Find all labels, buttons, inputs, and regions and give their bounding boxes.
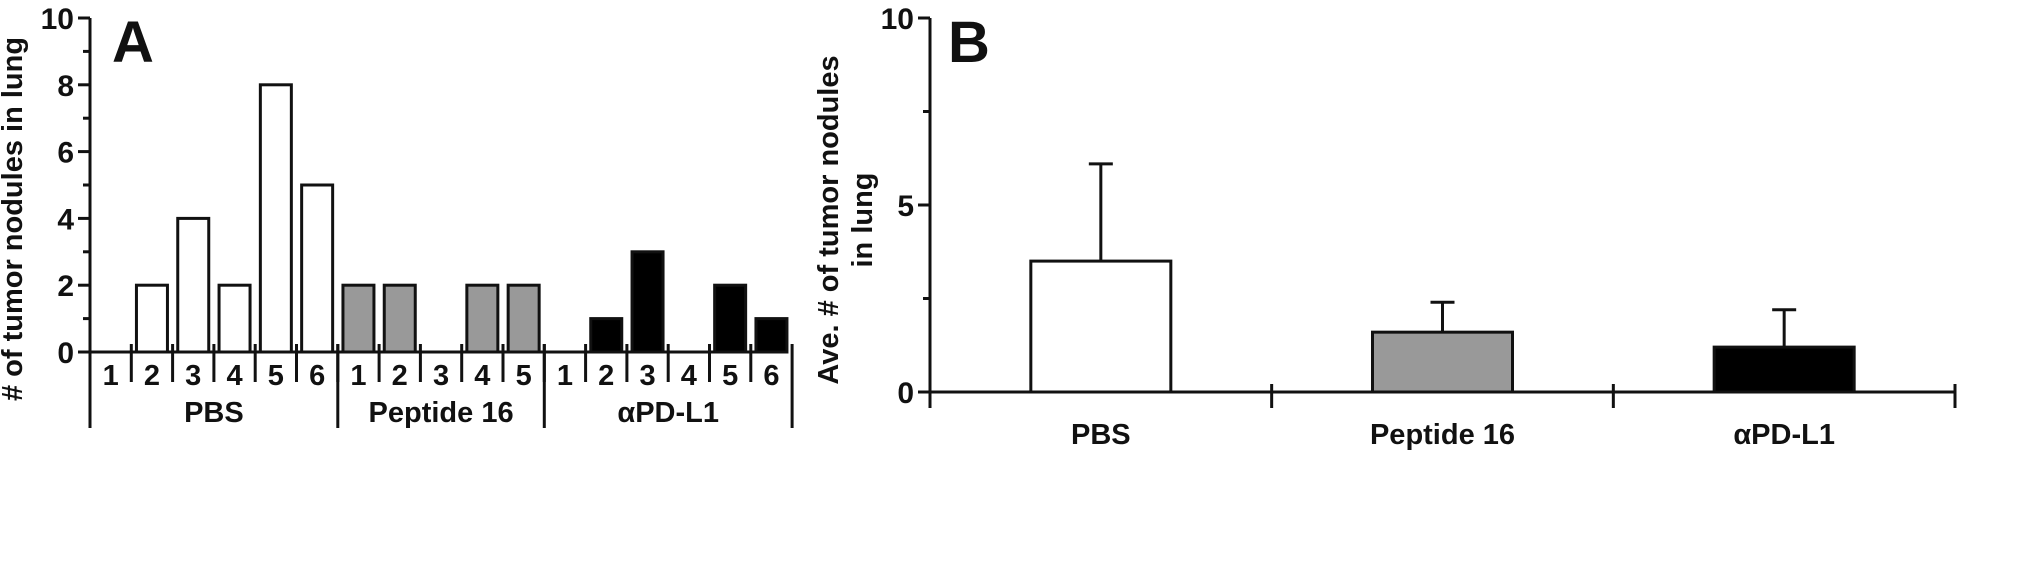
mouse-label: 4 <box>226 360 242 392</box>
y-tick-label: 5 <box>897 190 914 223</box>
category-label: PBS <box>1071 419 1131 451</box>
mouse-label: 5 <box>722 360 738 392</box>
bar-pbs-2 <box>134 283 169 354</box>
category-label: Peptide 16 <box>1370 419 1515 451</box>
mouse-label: 4 <box>474 360 490 392</box>
group-label: Peptide 16 <box>369 397 514 429</box>
y-tick-label: 10 <box>881 3 914 36</box>
bar-peptide-16 <box>1371 330 1514 394</box>
mouse-label: 3 <box>185 360 201 392</box>
bar-αpd-l1-3 <box>630 250 665 354</box>
y-tick-label: 2 <box>57 270 74 303</box>
panel-letter: A <box>112 10 154 75</box>
group-label: PBS <box>184 397 244 429</box>
mouse-label: 1 <box>103 360 119 392</box>
mouse-label: 2 <box>598 360 614 392</box>
bar-peptide-16-4 <box>465 283 500 354</box>
y-tick-label: 0 <box>897 377 914 410</box>
bar-pbs-5 <box>258 83 293 354</box>
mouse-label: 3 <box>639 360 655 392</box>
category-label: αPD-L1 <box>1733 419 1835 451</box>
bar-peptide-16-5 <box>506 283 541 354</box>
mouse-label: 4 <box>681 360 697 392</box>
bar-αpd-l1-5 <box>713 283 748 354</box>
bar-αpd-l1-2 <box>589 317 624 354</box>
y-tick-label: 8 <box>57 70 74 103</box>
bar-αpd-l1-6 <box>754 317 789 354</box>
mouse-label: 6 <box>309 360 325 392</box>
y-tick-label: 0 <box>57 337 74 370</box>
group-label: αPD-L1 <box>617 397 719 429</box>
mouse-label: 6 <box>763 360 779 392</box>
mouse-label: 2 <box>392 360 408 392</box>
y-axis-label-line: in lung <box>847 172 879 267</box>
mouse-label: 2 <box>144 360 160 392</box>
bar-pbs-6 <box>300 183 335 354</box>
bar-pbs <box>1029 259 1173 394</box>
y-tick-label: 4 <box>57 203 74 236</box>
mouse-label: 3 <box>433 360 449 392</box>
bar-pbs-3 <box>176 216 211 354</box>
mouse-label: 1 <box>350 360 366 392</box>
bar-peptide-16-1 <box>341 283 376 354</box>
y-axis-label: Ave. # of tumor nodulesin lung <box>813 55 879 384</box>
panel-letter: B <box>948 10 990 75</box>
y-tick-label: 10 <box>41 3 74 36</box>
bar-pbs-4 <box>217 283 252 354</box>
y-axis-label-line: Ave. # of tumor nodules <box>813 55 845 384</box>
mouse-label: 5 <box>268 360 284 392</box>
mouse-label: 5 <box>516 360 532 392</box>
y-axis-label: # of tumor nodules in lung <box>0 37 29 401</box>
mouse-label: 1 <box>557 360 573 392</box>
y-tick-label: 6 <box>57 137 74 170</box>
bar-peptide-16-2 <box>382 283 417 354</box>
bar-αpd-l1 <box>1712 345 1856 394</box>
